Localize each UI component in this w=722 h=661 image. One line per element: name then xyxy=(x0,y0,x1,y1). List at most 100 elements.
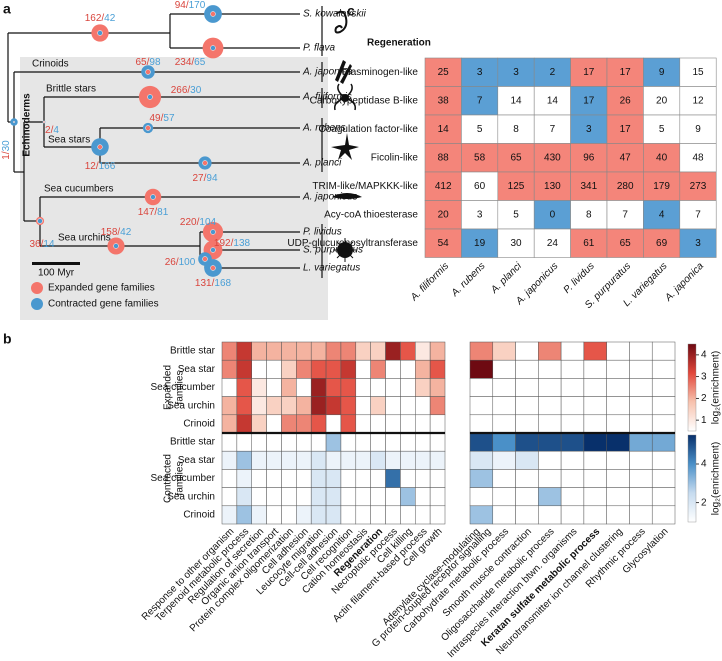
table-cell xyxy=(497,171,535,201)
heat-cell xyxy=(325,469,342,488)
heat-cell xyxy=(236,505,252,525)
heat-cell xyxy=(429,341,446,361)
heat-cell xyxy=(340,450,357,470)
species-label: A. filiformis xyxy=(302,92,352,103)
heat-cell xyxy=(651,469,676,488)
contracted-count: 100 xyxy=(179,257,196,268)
heat-cell xyxy=(296,505,312,525)
heat-cell xyxy=(355,378,371,397)
heat-cell xyxy=(606,432,630,452)
heat-cell xyxy=(340,396,357,416)
separator: / xyxy=(1,151,12,154)
heat-cell xyxy=(281,432,297,452)
heat-cell xyxy=(583,359,607,379)
node-label: 162/42 xyxy=(85,13,116,24)
heat-cell xyxy=(429,450,446,470)
expanded-count: 2 xyxy=(45,125,51,136)
table-cell xyxy=(497,86,535,116)
cell-value: 61 xyxy=(583,238,595,249)
heat-cell xyxy=(310,450,327,470)
heat-cell xyxy=(325,378,342,397)
heat-cell xyxy=(266,359,282,379)
heat-cell xyxy=(515,341,539,361)
heat-cell xyxy=(370,505,386,525)
heat-cell xyxy=(385,450,401,470)
heat-cell xyxy=(296,359,312,379)
cell-value: 65 xyxy=(620,238,632,249)
row-label: Coagulation factor-like xyxy=(319,124,419,135)
table-cell xyxy=(679,228,717,258)
heat-cell xyxy=(606,505,630,525)
heat-cell xyxy=(606,378,630,397)
cell-value: 24 xyxy=(547,238,559,249)
heat-cell xyxy=(629,487,653,507)
heat-cell xyxy=(281,341,297,361)
node-label: 12/166 xyxy=(85,161,116,172)
column-label: A. planci xyxy=(488,260,524,296)
expanded-count: 158 xyxy=(101,227,118,238)
heat-cell xyxy=(340,414,357,434)
cell-value: 88 xyxy=(438,152,450,163)
heat-cell xyxy=(296,469,312,488)
heat-cell xyxy=(629,505,653,525)
cell-value: 3 xyxy=(695,238,701,249)
table-cell xyxy=(679,114,717,144)
heat-cell xyxy=(340,487,357,507)
heat-cell xyxy=(340,359,357,379)
heat-cell xyxy=(469,432,494,452)
cell-value: 17 xyxy=(583,67,595,78)
heat-cell xyxy=(221,432,238,452)
heat-cell xyxy=(415,487,431,507)
heat-cell xyxy=(429,432,446,452)
contracted-count: 104 xyxy=(199,217,216,228)
heat-cell xyxy=(469,396,494,416)
heat-cell xyxy=(651,396,676,416)
colorbar-tick-label: 4 xyxy=(701,350,707,361)
heat-cell xyxy=(606,359,630,379)
clade-label: Sea urchins xyxy=(58,233,111,244)
heat-cell xyxy=(583,505,607,525)
heat-cell xyxy=(538,359,562,379)
heat-cell xyxy=(370,341,386,361)
cell-value: 179 xyxy=(653,181,670,192)
row-label: Sea star xyxy=(178,364,216,375)
table-cell xyxy=(533,171,571,201)
cell-value: 17 xyxy=(583,95,595,106)
heat-cell xyxy=(583,378,607,397)
heat-cell xyxy=(515,432,539,452)
heat-cell xyxy=(251,505,267,525)
separator: / xyxy=(186,0,189,11)
table-cell xyxy=(679,171,717,201)
heat-cell xyxy=(538,414,562,434)
heat-cell xyxy=(385,432,401,452)
node-label: 94/170 xyxy=(175,0,206,11)
cell-value: 8 xyxy=(586,209,592,220)
heat-cell xyxy=(281,378,297,397)
cell-value: 14 xyxy=(547,95,559,106)
cell-value: 60 xyxy=(474,181,486,192)
heat-cell xyxy=(583,450,607,470)
group-label: families xyxy=(175,371,186,405)
heat-cell xyxy=(429,414,446,434)
row-label: Ficolin-like xyxy=(371,152,419,163)
clade-label: Crinoids xyxy=(32,59,69,70)
heat-cell xyxy=(266,341,282,361)
expanded-count: 94 xyxy=(175,0,187,11)
heat-cell xyxy=(266,450,282,470)
node-label: 65/98 xyxy=(135,57,160,68)
cell-value: 14 xyxy=(438,124,450,135)
separator: / xyxy=(212,278,215,289)
row-label: Sea urchin xyxy=(167,400,215,411)
cell-value: 430 xyxy=(544,152,561,163)
heat-cell xyxy=(429,469,446,488)
heat-cell xyxy=(385,487,401,507)
heat-cell xyxy=(370,487,386,507)
row-label: TRIM-like/MAPKKK-like xyxy=(312,181,418,192)
colorbar-tick-label: 2 xyxy=(701,393,707,404)
heat-cell xyxy=(281,359,297,379)
table-cell xyxy=(424,228,462,258)
heat-cell xyxy=(221,359,238,379)
heat-cell xyxy=(469,487,494,507)
heat-cell xyxy=(515,414,539,434)
heat-cell xyxy=(221,450,238,470)
